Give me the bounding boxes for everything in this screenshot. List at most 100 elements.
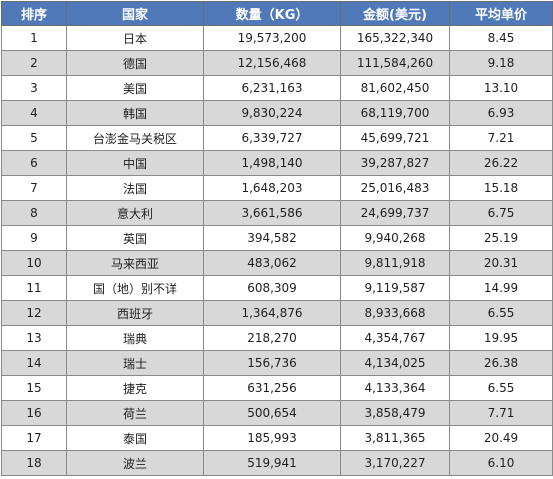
table-row: 14 瑞士 156,736 4,134,025 26.38 xyxy=(1,350,553,376)
cell-quantity: 6,339,727 xyxy=(203,125,341,151)
cell-amount: 81,602,450 xyxy=(340,75,450,101)
cell-unit-price: 26.38 xyxy=(449,350,553,376)
table-body: 1 日本 19,573,200 165,322,340 8.45 2 德国 12,156,46… xyxy=(1,25,553,476)
cell-country: 韩国 xyxy=(66,100,204,126)
cell-country: 荷兰 xyxy=(66,400,204,426)
cell-quantity: 6,231,163 xyxy=(203,75,341,101)
cell-amount: 25,016,483 xyxy=(340,175,450,201)
cell-country: 瑞典 xyxy=(66,325,204,351)
cell-unit-price: 6.75 xyxy=(449,200,553,226)
cell-country: 瑞士 xyxy=(66,350,204,376)
cell-rank: 11 xyxy=(1,275,67,301)
cell-amount: 3,858,479 xyxy=(340,400,450,426)
cell-quantity: 631,256 xyxy=(203,375,341,401)
cell-rank: 15 xyxy=(1,375,67,401)
cell-unit-price: 6.10 xyxy=(449,450,553,476)
cell-rank: 17 xyxy=(1,425,67,451)
table-row: 5 台澎金马关税区 6,339,727 45,699,721 7.21 xyxy=(1,125,553,151)
cell-amount: 8,933,668 xyxy=(340,300,450,326)
cell-amount: 4,354,767 xyxy=(340,325,450,351)
table-row: 2 德国 12,156,468 111,584,260 9.18 xyxy=(1,50,553,76)
cell-unit-price: 8.45 xyxy=(449,25,553,51)
cell-quantity: 394,582 xyxy=(203,225,341,251)
table-row: 10 马来西亚 483,062 9,811,918 20.31 xyxy=(1,250,553,276)
cell-rank: 5 xyxy=(1,125,67,151)
table-row: 17 泰国 185,993 3,811,365 20.49 xyxy=(1,425,553,451)
cell-amount: 9,119,587 xyxy=(340,275,450,301)
cell-quantity: 1,498,140 xyxy=(203,150,341,176)
cell-country: 美国 xyxy=(66,75,204,101)
cell-rank: 3 xyxy=(1,75,67,101)
cell-country: 国（地）别不详 xyxy=(66,275,204,301)
cell-unit-price: 14.99 xyxy=(449,275,553,301)
cell-unit-price: 25.19 xyxy=(449,225,553,251)
cell-amount: 9,940,268 xyxy=(340,225,450,251)
cell-country: 西班牙 xyxy=(66,300,204,326)
cell-amount: 39,287,827 xyxy=(340,150,450,176)
cell-quantity: 483,062 xyxy=(203,250,341,276)
cell-unit-price: 9.18 xyxy=(449,50,553,76)
cell-quantity: 156,736 xyxy=(203,350,341,376)
cell-country: 日本 xyxy=(66,25,204,51)
cell-rank: 14 xyxy=(1,350,67,376)
header-unit-price: 平均单价 xyxy=(449,1,553,26)
header-row: 排序 国家 数量（KG） 金额(美元) 平均单价 xyxy=(1,1,553,26)
table-row: 1 日本 19,573,200 165,322,340 8.45 xyxy=(1,25,553,51)
cell-country: 法国 xyxy=(66,175,204,201)
cell-unit-price: 6.93 xyxy=(449,100,553,126)
cell-country: 台澎金马关税区 xyxy=(66,125,204,151)
cell-amount: 165,322,340 xyxy=(340,25,450,51)
cell-quantity: 9,830,224 xyxy=(203,100,341,126)
table-row: 13 瑞典 218,270 4,354,767 19.95 xyxy=(1,325,553,351)
cell-quantity: 12,156,468 xyxy=(203,50,341,76)
cell-unit-price: 26.22 xyxy=(449,150,553,176)
cell-rank: 12 xyxy=(1,300,67,326)
cell-amount: 68,119,700 xyxy=(340,100,450,126)
cell-country: 德国 xyxy=(66,50,204,76)
cell-unit-price: 20.31 xyxy=(449,250,553,276)
table-row: 11 国（地）别不详 608,309 9,119,587 14.99 xyxy=(1,275,553,301)
cell-unit-price: 19.95 xyxy=(449,325,553,351)
cell-country: 意大利 xyxy=(66,200,204,226)
cell-unit-price: 15.18 xyxy=(449,175,553,201)
cell-unit-price: 7.21 xyxy=(449,125,553,151)
table-row: 3 美国 6,231,163 81,602,450 13.10 xyxy=(1,75,553,101)
cell-amount: 3,811,365 xyxy=(340,425,450,451)
cell-rank: 7 xyxy=(1,175,67,201)
cell-rank: 4 xyxy=(1,100,67,126)
table-row: 18 波兰 519,941 3,170,227 6.10 xyxy=(1,450,553,476)
table-row: 16 荷兰 500,654 3,858,479 7.71 xyxy=(1,400,553,426)
cell-quantity: 500,654 xyxy=(203,400,341,426)
cell-country: 中国 xyxy=(66,150,204,176)
table-row: 6 中国 1,498,140 39,287,827 26.22 xyxy=(1,150,553,176)
cell-country: 马来西亚 xyxy=(66,250,204,276)
table-row: 15 捷克 631,256 4,133,364 6.55 xyxy=(1,375,553,401)
cell-quantity: 1,648,203 xyxy=(203,175,341,201)
cell-quantity: 608,309 xyxy=(203,275,341,301)
header-amount: 金额(美元) xyxy=(340,1,450,26)
cell-amount: 3,170,227 xyxy=(340,450,450,476)
cell-quantity: 218,270 xyxy=(203,325,341,351)
table-row: 4 韩国 9,830,224 68,119,700 6.93 xyxy=(1,100,553,126)
cell-country: 捷克 xyxy=(66,375,204,401)
cell-rank: 2 xyxy=(1,50,67,76)
cell-quantity: 1,364,876 xyxy=(203,300,341,326)
cell-rank: 10 xyxy=(1,250,67,276)
cell-amount: 111,584,260 xyxy=(340,50,450,76)
cell-country: 英国 xyxy=(66,225,204,251)
cell-rank: 13 xyxy=(1,325,67,351)
cell-rank: 16 xyxy=(1,400,67,426)
cell-unit-price: 13.10 xyxy=(449,75,553,101)
table-row: 12 西班牙 1,364,876 8,933,668 6.55 xyxy=(1,300,553,326)
table-row: 9 英国 394,582 9,940,268 25.19 xyxy=(1,225,553,251)
header-country: 国家 xyxy=(66,1,204,26)
cell-rank: 18 xyxy=(1,450,67,476)
cell-rank: 6 xyxy=(1,150,67,176)
cell-country: 泰国 xyxy=(66,425,204,451)
cell-unit-price: 6.55 xyxy=(449,375,553,401)
cell-rank: 1 xyxy=(1,25,67,51)
cell-rank: 9 xyxy=(1,225,67,251)
cell-amount: 9,811,918 xyxy=(340,250,450,276)
